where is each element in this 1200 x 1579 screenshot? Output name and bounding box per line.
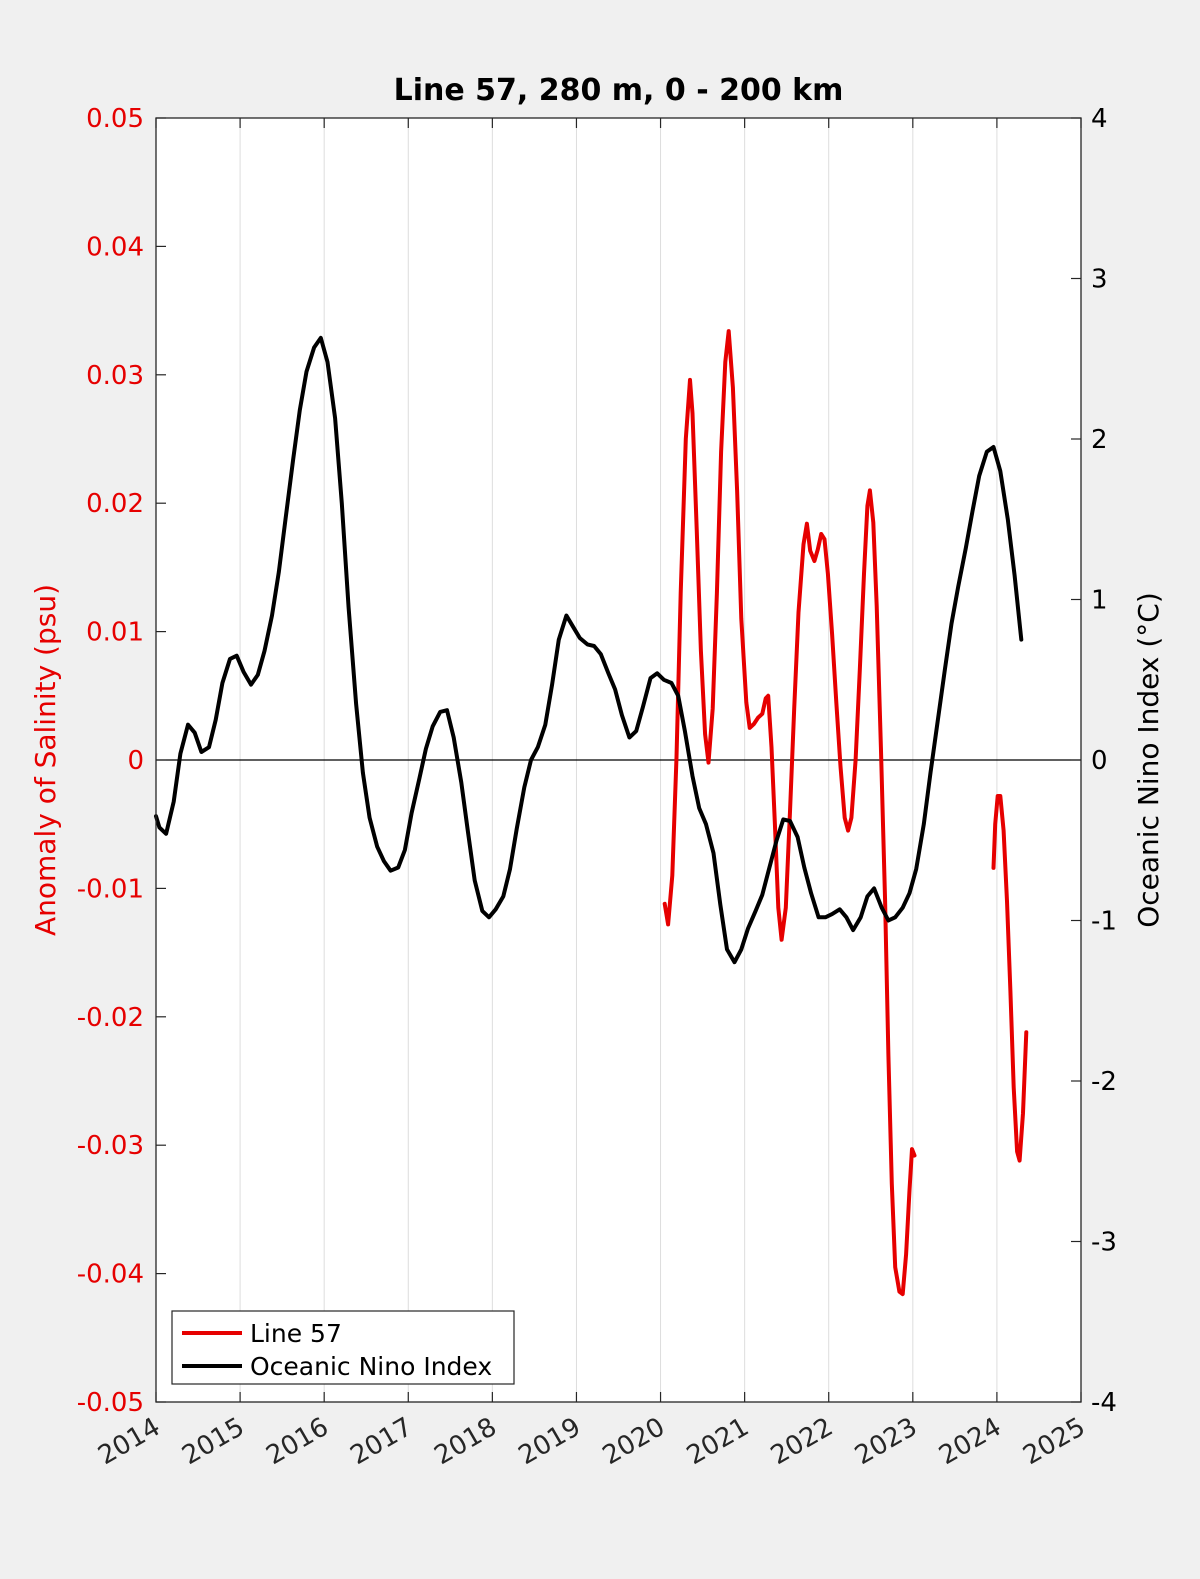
x-tick-label: 2024 (934, 1412, 1006, 1471)
series-layer (154, 329, 1029, 1297)
left-y-tick-label: -0.01 (77, 874, 144, 904)
chart-title: Line 57, 280 m, 0 - 200 km (394, 73, 844, 108)
right-y-tick-label: 0 (1091, 746, 1108, 776)
left-y-tick-label: -0.03 (77, 1131, 144, 1161)
left-y-tick-label: 0 (127, 746, 144, 776)
left-y-tick-label: 0.05 (86, 104, 144, 134)
right-y-tick-label: 4 (1091, 104, 1108, 134)
right-axis-label: Oceanic Nino Index (°C) (1132, 592, 1165, 928)
right-y-tick-label: 3 (1091, 265, 1108, 295)
left-y-tick-label: 0.04 (86, 232, 144, 262)
x-tick-label: 2015 (177, 1412, 249, 1471)
left-y-tick-label: 0.01 (86, 618, 144, 648)
x-tick-label: 2014 (93, 1412, 165, 1471)
legend-label-oni: Oceanic Nino Index (250, 1352, 492, 1381)
left-y-tick-label: -0.04 (77, 1260, 144, 1290)
x-tick-label: 2022 (766, 1412, 838, 1471)
x-tick-label: 2019 (514, 1412, 586, 1471)
x-tick-label: 2017 (345, 1412, 417, 1471)
x-tick-label: 2020 (598, 1412, 670, 1471)
line-57-series-line-segment-1 (662, 329, 917, 1297)
right-y-tick-label: 2 (1091, 425, 1108, 455)
oceanic-nino-index-series-line-segment-1 (154, 335, 1024, 965)
right-y-tick-label: -3 (1091, 1228, 1117, 1258)
right-y-tick-label: 1 (1091, 586, 1108, 616)
x-tick-label: 2016 (261, 1412, 333, 1471)
x-tick-label: 2018 (430, 1412, 502, 1471)
legend-label-line-57: Line 57 (250, 1319, 342, 1348)
left-y-tick-label: 0.02 (86, 489, 144, 519)
right-y-tick-label: -4 (1091, 1388, 1117, 1418)
left-y-tick-label: 0.03 (86, 361, 144, 391)
x-tick-label: 2021 (682, 1412, 754, 1471)
line-57-series-line-segment-2 (991, 794, 1029, 1163)
legend-box (171, 1310, 515, 1385)
left-y-tick-label: -0.05 (77, 1388, 144, 1418)
right-y-tick-label: -2 (1091, 1067, 1117, 1097)
left-axis-label: Anomaly of Salinity (psu) (29, 584, 62, 936)
right-y-tick-label: -1 (1091, 907, 1117, 937)
left-y-tick-label: -0.02 (77, 1003, 144, 1033)
x-tick-label: 2025 (1018, 1412, 1090, 1471)
x-tick-label: 2023 (850, 1412, 922, 1471)
legend: Line 57 Oceanic Nino Index (171, 1310, 515, 1385)
